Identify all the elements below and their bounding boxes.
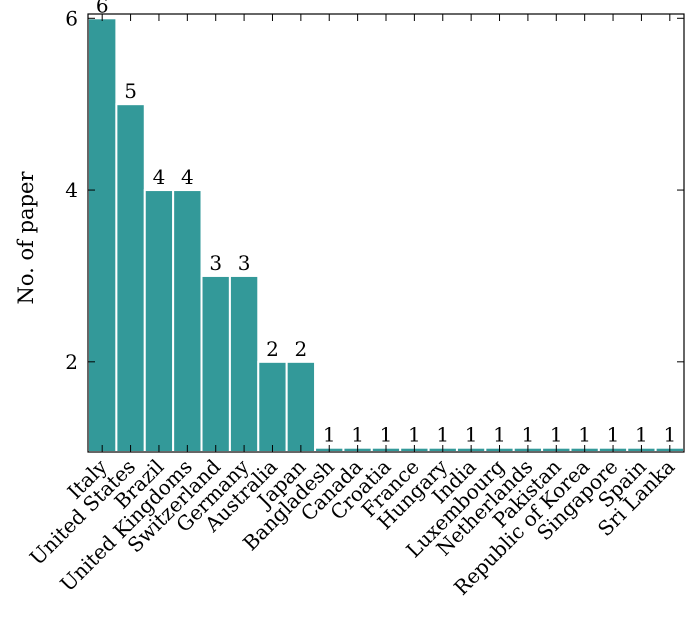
data-label-netherlands: 1 [522, 423, 535, 447]
bar-united-states [115, 103, 146, 453]
bar-germany [228, 274, 260, 453]
y-tick-label-4: 4 [65, 178, 78, 202]
bar-australia [257, 360, 288, 453]
data-label-luxembourg: 1 [493, 423, 506, 447]
y-axis-title: No. of paper [14, 171, 38, 305]
bar-japan [285, 360, 317, 453]
data-label-japan: 2 [294, 337, 307, 361]
data-label-india: 1 [465, 423, 478, 447]
data-label-pakistan: 1 [550, 423, 563, 447]
y-tick-label-6: 6 [65, 6, 78, 30]
data-label-brazil: 4 [153, 165, 166, 189]
bar-switzerland [200, 274, 231, 453]
bars-group [87, 17, 685, 453]
bar-italy [87, 17, 118, 453]
data-label-sri-lanka: 1 [663, 423, 676, 447]
bar-united-kingdoms [172, 189, 203, 453]
data-label-canada: 1 [351, 423, 364, 447]
data-label-united-kingdoms: 4 [181, 165, 194, 189]
data-label-france: 1 [408, 423, 421, 447]
data-label-hungary: 1 [436, 423, 449, 447]
data-label-germany: 3 [238, 251, 251, 275]
bar-brazil [143, 189, 175, 453]
data-label-australia: 2 [266, 337, 279, 361]
y-tick-label-2: 2 [65, 350, 78, 374]
data-label-spain: 1 [635, 423, 648, 447]
data-label-singapore: 1 [607, 423, 620, 447]
data-label-croatia: 1 [380, 423, 393, 447]
ticks-group [88, 14, 684, 452]
data-label-bangladesh: 1 [323, 423, 336, 447]
data-label-switzerland: 3 [209, 251, 222, 275]
data-label-italy: 6 [96, 0, 109, 17]
data-label-united-states: 5 [124, 79, 137, 103]
data-label-republic-of-korea: 1 [578, 423, 591, 447]
